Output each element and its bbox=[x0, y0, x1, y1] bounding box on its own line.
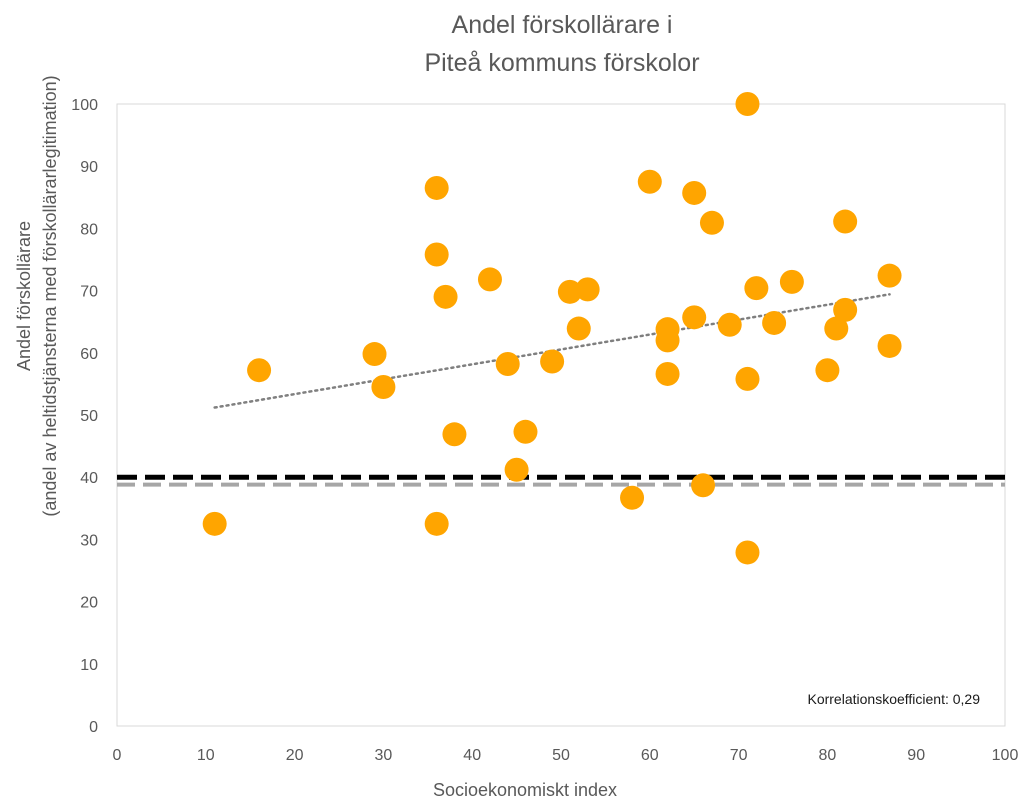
data-point bbox=[424, 175, 449, 200]
data-point bbox=[477, 267, 502, 292]
data-point bbox=[442, 422, 467, 447]
data-point bbox=[833, 297, 858, 322]
y-tick-label: 100 bbox=[71, 97, 98, 114]
y-tick-label: 60 bbox=[80, 346, 98, 363]
x-tick-label: 50 bbox=[552, 747, 570, 764]
data-point bbox=[655, 361, 680, 386]
data-point bbox=[779, 269, 804, 294]
y-tick-label: 0 bbox=[89, 719, 98, 736]
y-axis-title-line-2: (andel av heltidstjänsterna med förskoll… bbox=[40, 75, 60, 516]
data-point bbox=[682, 180, 707, 205]
data-point bbox=[424, 511, 449, 536]
data-point bbox=[504, 457, 529, 482]
data-point bbox=[877, 263, 902, 288]
data-point bbox=[371, 375, 396, 400]
chart-title-line-2: Piteå kommuns förskolor bbox=[424, 49, 699, 77]
data-point bbox=[691, 473, 716, 498]
data-point bbox=[717, 312, 742, 337]
data-point bbox=[433, 284, 458, 309]
data-point bbox=[513, 419, 538, 444]
data-point bbox=[637, 169, 662, 194]
y-tick-label: 80 bbox=[80, 221, 98, 238]
y-axis-tick-labels: 0 10 20 30 40 50 60 70 80 90 100 bbox=[71, 97, 98, 736]
data-point bbox=[877, 333, 902, 358]
data-point bbox=[362, 342, 387, 367]
data-point bbox=[744, 276, 769, 301]
data-point bbox=[575, 277, 600, 302]
plot-area-border bbox=[116, 103, 1006, 727]
chart-title: Andel förskollärare i Piteå kommuns förs… bbox=[424, 11, 699, 77]
data-point bbox=[735, 540, 760, 565]
data-point bbox=[824, 316, 849, 341]
data-point bbox=[815, 358, 840, 383]
y-tick-label: 50 bbox=[80, 408, 98, 425]
data-point bbox=[699, 210, 724, 235]
x-axis-tick-labels: 0 10 20 30 40 50 60 70 80 90 100 bbox=[113, 747, 1019, 764]
x-tick-label: 20 bbox=[286, 747, 304, 764]
data-point bbox=[655, 328, 680, 353]
data-point bbox=[762, 310, 787, 335]
x-tick-label: 40 bbox=[463, 747, 481, 764]
data-point bbox=[424, 242, 449, 267]
x-tick-label: 10 bbox=[197, 747, 215, 764]
y-tick-label: 90 bbox=[80, 159, 98, 176]
y-tick-label: 40 bbox=[80, 470, 98, 487]
x-tick-label: 80 bbox=[819, 747, 837, 764]
data-point bbox=[566, 316, 591, 341]
data-point bbox=[620, 485, 645, 510]
y-tick-label: 30 bbox=[80, 532, 98, 549]
x-tick-label: 60 bbox=[641, 747, 659, 764]
chart-title-line-1: Andel förskollärare i bbox=[452, 11, 673, 39]
data-point bbox=[557, 279, 582, 304]
correlation-annotation: Korrelationskoefficient: 0,29 bbox=[807, 691, 980, 707]
data-point bbox=[495, 351, 520, 376]
data-point bbox=[735, 366, 760, 391]
data-point bbox=[682, 305, 707, 330]
y-tick-label: 10 bbox=[80, 657, 98, 674]
x-axis-title: Socioekonomiskt index bbox=[433, 780, 617, 798]
y-tick-label: 20 bbox=[80, 595, 98, 612]
y-axis-title-line-1: Andel förskollärare bbox=[14, 221, 34, 371]
data-point bbox=[735, 92, 760, 116]
data-point bbox=[833, 209, 858, 234]
x-tick-label: 0 bbox=[113, 747, 122, 764]
data-point bbox=[202, 511, 227, 536]
x-tick-label: 90 bbox=[907, 747, 925, 764]
data-points bbox=[202, 92, 902, 565]
y-tick-label: 70 bbox=[80, 284, 98, 301]
reference-lines bbox=[117, 474, 1005, 487]
x-tick-label: 100 bbox=[992, 747, 1019, 764]
data-point bbox=[540, 349, 565, 374]
x-tick-label: 70 bbox=[730, 747, 748, 764]
data-point bbox=[247, 358, 272, 383]
x-tick-label: 30 bbox=[375, 747, 393, 764]
